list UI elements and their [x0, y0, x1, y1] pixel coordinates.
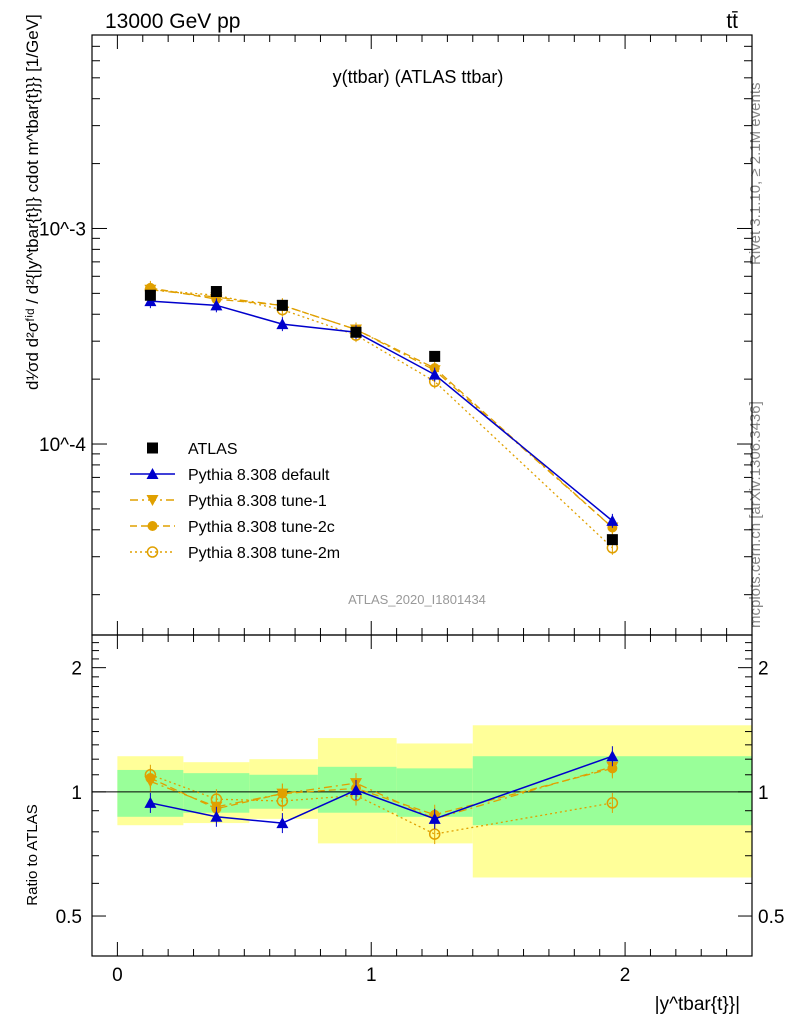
main-y-tick-label: 10^-4 — [39, 435, 86, 456]
x-axis-label: |y^tbar{t}}| — [655, 994, 740, 1015]
header-process: tt̄ — [726, 10, 738, 33]
point-default — [210, 299, 223, 311]
point-atlas — [429, 350, 441, 362]
main-ylabel: d¹⁄σd d²σᶠⁱᵈ / d²{|y^tbar{t}|} cdot m^tb… — [23, 14, 42, 390]
point-atlas — [144, 289, 156, 301]
x-tick-label: 0 — [112, 965, 123, 986]
main-axis-ticks: 10^-3 10^-4 — [39, 34, 753, 636]
legend-label-default: Pythia 8.308 default — [188, 467, 330, 484]
point-atlas — [276, 299, 288, 311]
analysis-label: ATLAS_2020_I1801434 — [348, 592, 486, 607]
series-line-tune2m — [150, 289, 613, 549]
legend-label-tune1: Pythia 8.308 tune-1 — [188, 493, 327, 510]
plot-title: y(ttbar) (ATLAS ttbar) — [333, 67, 504, 87]
series-line-tune2c — [150, 287, 613, 528]
ratio-point-default — [350, 784, 362, 796]
ratio-point-tune2m — [606, 797, 619, 809]
legend-marker-atlas — [147, 442, 158, 454]
series-line-default — [150, 300, 613, 522]
x-tick-label: 1 — [366, 965, 377, 986]
main-y-tick-label: 10^-3 — [39, 219, 86, 240]
ratio-y-tick-label: 0.5 — [56, 907, 82, 928]
ratio-point-default — [144, 796, 157, 808]
x-tick-label: 2 — [620, 965, 631, 986]
legend-marker-tune1 — [146, 495, 159, 506]
ratio-point-default — [210, 810, 223, 822]
legend-label-tune2m: Pythia 8.308 tune-2m — [188, 545, 340, 562]
point-atlas — [606, 534, 618, 546]
header-energy: 13000 GeV pp — [105, 10, 240, 33]
legend: ATLAS Pythia 8.308 default Pythia 8.308 tu… — [130, 441, 340, 562]
ratio-line-default — [150, 755, 613, 824]
ratio-y-tick-label-right: 0.5 — [758, 907, 784, 928]
point-atlas — [210, 286, 222, 298]
rivet-version-label: Rivet 3.1.10, ≥ 2.1M events — [747, 83, 764, 266]
ratio-point-tune1 — [144, 776, 157, 788]
ratio-point-default — [276, 817, 289, 829]
ratio-point-tune1 — [606, 761, 619, 773]
main-data-layer — [144, 280, 619, 555]
series-line-tune1 — [150, 289, 613, 528]
point-default — [428, 368, 441, 380]
ratio-axis-ticks: 0 1 2 0.5 0.5 1 1 2 2 — [56, 634, 784, 986]
legend-marker-default — [146, 468, 159, 479]
ratio-ylabel: Ratio to ATLAS — [24, 804, 41, 905]
ratio-point-default — [428, 812, 441, 824]
ratio-point-tune1 — [276, 788, 289, 800]
ratio-y-tick-label-right: 2 — [758, 659, 769, 680]
ratio-y-tick-label: 1 — [71, 783, 82, 804]
ratio-panel — [92, 725, 752, 878]
legend-marker-tune2m — [146, 546, 159, 558]
ratio-data-layer — [144, 746, 619, 845]
point-atlas — [350, 326, 362, 338]
ratio-y-tick-label: 2 — [71, 659, 82, 680]
mcplots-label: mcplots.cern.ch [arXiv:1306.3436] — [747, 401, 764, 628]
ratio-point-tune2m — [428, 828, 441, 840]
point-default — [276, 318, 289, 330]
ratio-line-tune1 — [150, 766, 613, 820]
legend-label-tune2c: Pythia 8.308 tune-2c — [188, 519, 335, 536]
point-default — [606, 514, 619, 526]
legend-label-atlas: ATLAS — [188, 441, 238, 458]
ratio-y-tick-label-right: 1 — [758, 783, 769, 804]
ratio-point-default — [606, 750, 619, 762]
legend-marker-tune2c — [147, 521, 158, 531]
ratio-line-tune2c — [150, 767, 613, 816]
